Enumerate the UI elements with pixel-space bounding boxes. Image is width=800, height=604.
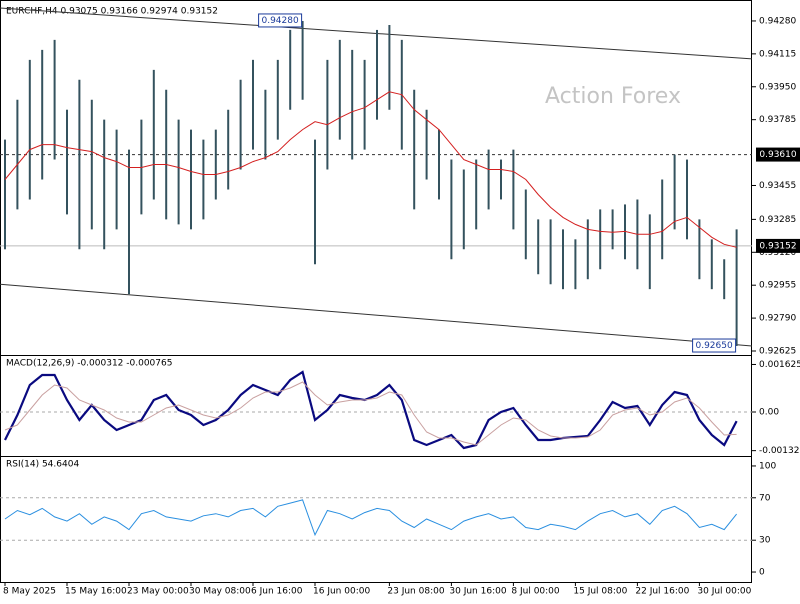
y-tick-label: 0.92790 [759,314,796,324]
x-tick-label: 30 May 08:00 [189,587,251,597]
y-tick-label: 0.00 [759,407,779,417]
x-tick-label: 16 Jun 00:00 [313,587,370,597]
last-price-box [756,238,800,253]
extreme-label: 0.94280 [261,16,298,26]
extreme-label: 0.92650 [695,341,732,351]
level-label: 0.93610 [759,150,796,160]
y-tick-label: 0.92625 [759,347,796,357]
y-tick-label: 100 [759,461,776,471]
x-tick-label: 30 Jun 16:00 [449,587,506,597]
x-tick-label: 30 Jul 00:00 [697,587,751,597]
extreme-box [258,13,303,28]
y-tick-label: 0.94280 [759,16,796,26]
y-tick-label: 0.93285 [759,215,796,225]
extreme-box [692,338,737,353]
y-tick-label: 0.93455 [759,181,796,191]
y-tick-label: 70 [759,493,771,503]
indicator-line [4,381,737,446]
watermark: Action Forex [545,84,681,109]
last-price-label: 0.93152 [759,241,796,251]
y-tick-label: -0.001321 [759,446,800,456]
x-tick-label: 22 Jul 16:00 [635,587,689,597]
y-tick-label: 0.93950 [759,82,796,92]
panel-title: MACD(12,26,9) -0.000312 -0.000765 [6,359,172,369]
y-tick-label: 30 [759,536,771,546]
x-tick-label: 15 May 16:00 [65,587,127,597]
x-tick-label: 23 Jun 08:00 [387,587,444,597]
x-tick-label: 23 May 00:00 [127,587,189,597]
moving-average [4,91,737,248]
x-tick-label: 15 Jul 08:00 [573,587,627,597]
indicator-line [4,499,737,537]
y-tick-label: 0 [759,568,765,578]
y-tick-label: 0.92955 [759,281,796,291]
y-tick-label: 0.001625 [759,360,800,370]
x-tick-label: 8 May 2025 [3,587,56,597]
indicator-line [4,370,738,450]
y-tick-label: 0.94115 [759,49,796,59]
level-label-box [756,147,800,162]
x-tick-label: 8 Jul 00:00 [511,587,560,597]
y-tick-label: 0.93785 [759,115,796,125]
panel-title: RSI(14) 54.6404 [6,460,79,470]
panel-title: EURCHF,H4 0.93075 0.93166 0.92974 0.9315… [6,7,218,17]
trend-line [0,283,753,347]
x-tick-label: 6 Jun 16:00 [251,587,303,597]
